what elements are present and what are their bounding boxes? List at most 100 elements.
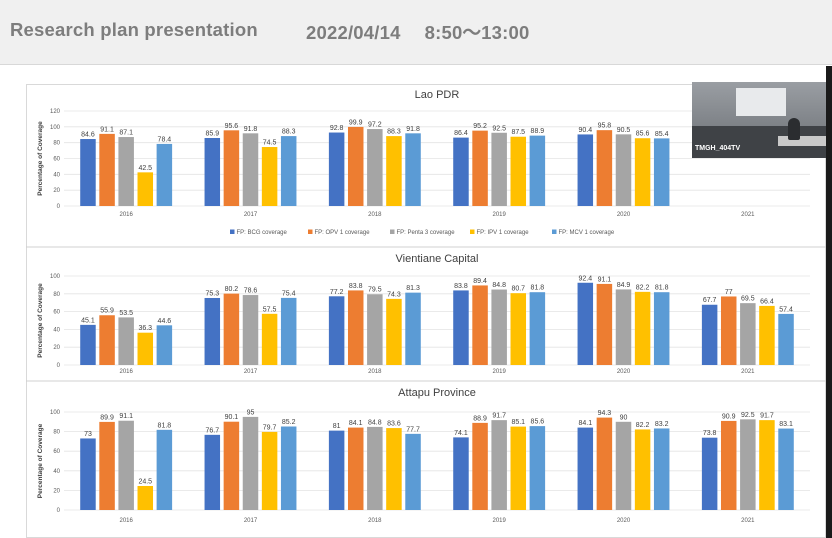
legend-label: FP: Penta 3 coverage: [397, 230, 456, 236]
legend-label: FP: IPV 1 coverage: [477, 230, 530, 236]
bar: [740, 419, 756, 510]
data-label: 91.7: [492, 413, 506, 420]
data-label: 90.5: [617, 127, 631, 134]
data-label: 74.5: [263, 140, 277, 147]
category-label: 2017: [244, 518, 258, 524]
bar: [577, 427, 594, 510]
data-label: 91.8: [244, 126, 258, 133]
bar: [367, 294, 383, 365]
camera-projector-screen: [736, 88, 786, 116]
bar: [386, 298, 402, 365]
legend-swatch: [470, 229, 475, 234]
data-label: 75.3: [205, 290, 219, 297]
bar: [453, 137, 469, 206]
y-tick-label: 100: [50, 125, 61, 131]
y-tick-label: 120: [50, 109, 61, 115]
bar: [80, 438, 96, 510]
bar: [405, 433, 421, 510]
y-tick-label: 0: [57, 204, 61, 210]
bar: [347, 290, 364, 365]
bar: [223, 293, 240, 365]
bar: [328, 430, 345, 510]
data-label: 92.5: [741, 412, 755, 419]
category-label: 2018: [368, 369, 382, 375]
y-tick-label: 100: [50, 274, 61, 280]
legend-swatch: [390, 229, 395, 234]
data-label: 79.5: [368, 287, 382, 294]
bar: [701, 437, 718, 510]
bar: [740, 303, 756, 365]
y-tick-label: 100: [50, 410, 61, 416]
bar: [328, 296, 345, 365]
data-label: 84.8: [492, 282, 506, 289]
camera-label: TMGH_404TV: [695, 145, 741, 152]
data-label: 91.1: [100, 126, 114, 133]
bar: [529, 135, 546, 206]
data-label: 57.4: [779, 306, 793, 313]
data-label: 73.8: [703, 430, 717, 437]
y-tick-label: 60: [53, 310, 60, 316]
bar: [347, 126, 364, 206]
category-label: 2016: [119, 212, 133, 218]
data-label: 87.1: [119, 130, 133, 137]
data-label: 91.1: [119, 413, 133, 420]
category-label: 2019: [492, 212, 506, 218]
data-label: 83.6: [387, 421, 401, 428]
bar: [759, 420, 775, 510]
data-label: 84.8: [368, 419, 382, 426]
data-label: 74.3: [387, 291, 401, 298]
bar: [280, 426, 297, 510]
y-axis-label: Percentage of Coverage: [37, 283, 44, 358]
y-axis-label: Percentage of Coverage: [37, 423, 44, 498]
window-divider: [826, 66, 832, 538]
bar: [491, 420, 507, 510]
data-label: 85.4: [655, 131, 669, 138]
y-axis-label: Percentage of Coverage: [37, 121, 44, 196]
bar: [280, 136, 297, 206]
bar: [510, 426, 527, 510]
category-label: 2020: [617, 212, 631, 218]
bar: [472, 422, 488, 510]
data-label: 85.9: [205, 130, 219, 137]
data-label: 57.5: [263, 306, 277, 313]
bar: [472, 130, 488, 206]
legend-swatch: [308, 229, 313, 234]
bar: [156, 143, 173, 206]
y-tick-label: 20: [53, 345, 60, 351]
bar: [510, 293, 527, 365]
data-label: 82.2: [636, 284, 650, 291]
y-tick-label: 0: [57, 508, 61, 514]
data-label: 92.5: [492, 125, 506, 132]
data-label: 45.1: [81, 317, 95, 324]
bar: [386, 428, 402, 510]
bar: [577, 134, 594, 206]
camera-video-thumbnail[interactable]: TMGH_404TV: [692, 82, 826, 158]
data-label: 81.8: [158, 422, 172, 429]
data-label: 92.8: [330, 125, 344, 132]
bar: [280, 297, 297, 365]
bar: [701, 304, 718, 365]
data-label: 80.2: [225, 286, 239, 293]
data-label: 77.2: [330, 289, 344, 296]
bar: [778, 313, 794, 365]
presentation-datetime: 2022/04/14 8:50～13:00: [306, 22, 530, 43]
category-label: 2018: [368, 212, 382, 218]
data-label: 90.9: [722, 413, 736, 420]
camera-person: [788, 118, 800, 140]
data-label: 78.4: [158, 136, 172, 143]
data-label: 67.7: [703, 297, 717, 304]
bar: [80, 324, 96, 365]
bar: [720, 420, 737, 510]
data-label: 95: [247, 409, 255, 416]
camera-desk: [778, 136, 826, 146]
y-tick-label: 80: [53, 430, 60, 436]
bar: [491, 132, 507, 206]
data-label: 76.7: [205, 427, 219, 434]
bar: [491, 289, 507, 365]
data-label: 95.2: [473, 123, 487, 130]
data-label: 81.8: [531, 285, 545, 292]
data-label: 53.5: [119, 310, 133, 317]
data-label: 89.4: [473, 278, 487, 285]
presentation-title: Research plan presentation: [10, 19, 258, 40]
